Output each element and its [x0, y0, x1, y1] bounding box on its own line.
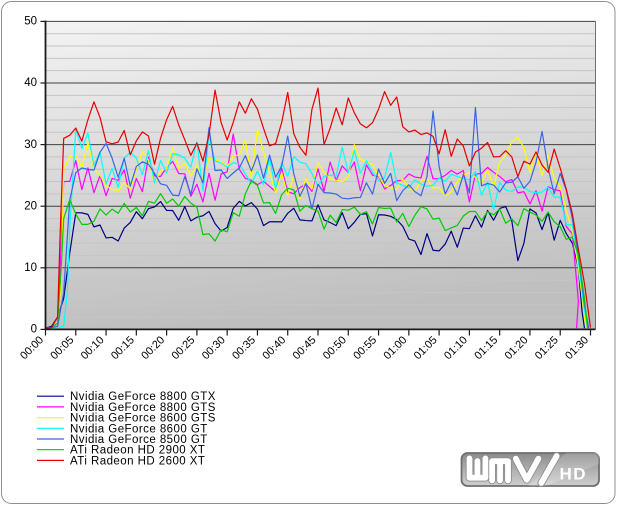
svg-text:ATi Radeon HD 2900 XT: ATi Radeon HD 2900 XT [70, 445, 205, 457]
svg-text:Nvidia GeForce 8500 GT: Nvidia GeForce 8500 GT [70, 434, 208, 446]
svg-text:HD: HD [560, 464, 588, 483]
svg-text:Nvidia GeForce 8800 GTX: Nvidia GeForce 8800 GTX [70, 391, 216, 403]
svg-text:50: 50 [24, 16, 37, 28]
svg-text:ATi Radeon HD 2600 XT: ATi Radeon HD 2600 XT [70, 455, 205, 467]
svg-text:30: 30 [24, 139, 37, 151]
svg-text:Nvidia GeForce 8600 GT: Nvidia GeForce 8600 GT [70, 423, 208, 435]
svg-text:Nvidia GeForce 8600 GTS: Nvidia GeForce 8600 GTS [70, 413, 216, 425]
svg-text:Nvidia GeForce 8800 GTS: Nvidia GeForce 8800 GTS [70, 402, 216, 414]
svg-text:0: 0 [31, 324, 37, 336]
svg-text:20: 20 [24, 200, 37, 212]
svg-text:10: 10 [24, 262, 37, 274]
svg-text:40: 40 [24, 77, 37, 89]
